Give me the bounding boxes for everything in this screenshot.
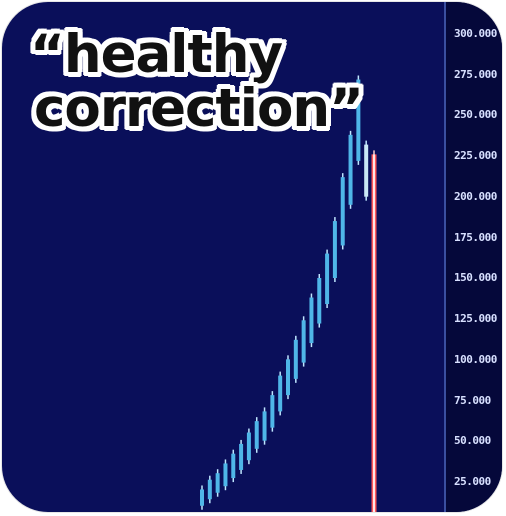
candle-body xyxy=(309,297,314,344)
candle-body xyxy=(270,395,275,428)
candle-body xyxy=(254,421,259,449)
caption: “healthy correction” xyxy=(30,24,364,139)
candle-body xyxy=(231,453,236,479)
candle-body xyxy=(301,320,306,363)
price-tick-label: 225.000 xyxy=(454,149,497,163)
crash-candle-highlight xyxy=(373,154,375,512)
candle-body xyxy=(356,79,361,161)
price-tick-label: 200.000 xyxy=(454,189,497,203)
candle-body xyxy=(286,359,290,396)
caption-line-2: correction” xyxy=(34,78,364,139)
price-tick-label: 50.000 xyxy=(454,434,491,448)
price-tick-label: 125.000 xyxy=(454,312,497,326)
price-tick-label: 75.000 xyxy=(454,393,491,407)
candle-body xyxy=(293,339,298,379)
candle-body xyxy=(278,375,283,412)
price-tick-label: 300.000 xyxy=(454,27,497,40)
price-chart: 300.000 275.000 250.000 225.000 200.000 175.0… xyxy=(2,2,502,512)
candle-body xyxy=(348,134,353,205)
candle-body xyxy=(215,473,220,493)
price-tick-label: 275.000 xyxy=(454,67,497,81)
price-tick-label: 175.000 xyxy=(454,230,497,244)
candle-body xyxy=(239,443,244,470)
candlestick-plot xyxy=(200,75,377,512)
candle-body xyxy=(364,144,369,197)
price-tick-label: 100.000 xyxy=(454,352,497,366)
price-tick-label: 25.000 xyxy=(454,475,491,488)
candle-body xyxy=(223,463,228,487)
candle-body xyxy=(317,278,322,324)
candle-body xyxy=(200,489,204,506)
candle-body xyxy=(262,411,267,441)
candle-body xyxy=(207,479,212,500)
candle-body xyxy=(246,432,251,461)
candle-body xyxy=(325,253,330,305)
price-tick-label: 250.000 xyxy=(454,108,497,122)
price-axis xyxy=(444,2,502,512)
price-tick-label: 150.000 xyxy=(454,271,497,285)
candle-body xyxy=(340,177,345,246)
candle-body xyxy=(332,221,337,278)
caption-line-1: “healthy xyxy=(30,24,283,85)
app-icon: 300.000 275.000 250.000 225.000 200.000 175.0… xyxy=(2,2,502,512)
